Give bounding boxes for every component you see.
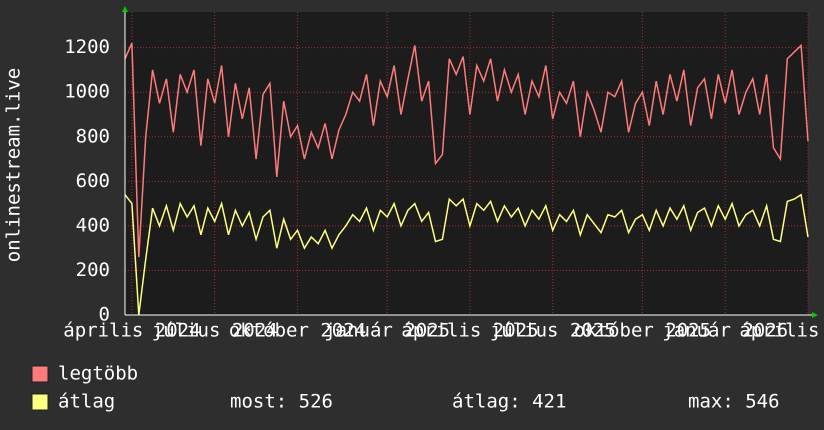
- y-axis-label: onlinestream.live: [3, 68, 25, 262]
- legend-stat: most: 526: [230, 391, 333, 413]
- legend-stat: átlag: 421: [452, 391, 566, 413]
- y-tick-label: 1000: [64, 81, 110, 103]
- y-tick-label: 1200: [64, 36, 110, 58]
- x-tick-label: április 2025: [401, 320, 538, 342]
- x-tick-label: október 2025: [574, 320, 711, 342]
- legend-label: legtöbb: [58, 363, 138, 385]
- x-tick-label: július 2025: [490, 320, 616, 342]
- x-tick-label: április 2026: [739, 320, 824, 342]
- y-tick-label: 200: [76, 259, 110, 281]
- x-tick-label: január 2025: [324, 320, 450, 342]
- x-tick-label: április 2024: [63, 320, 200, 342]
- legend-swatch: [31, 365, 49, 383]
- plot-area: [125, 12, 808, 315]
- x-tick-label: január 2026: [662, 320, 788, 342]
- x-tick-label: július 2024: [152, 320, 278, 342]
- x-tick-label: október 2024: [229, 320, 366, 342]
- y-tick-label: 0: [99, 304, 110, 326]
- y-tick-label: 600: [76, 170, 110, 192]
- legend-swatch: [31, 393, 49, 411]
- legend-stat: max: 546: [688, 391, 780, 413]
- y-tick-label: 400: [76, 214, 110, 236]
- legend-label: átlag: [58, 391, 115, 413]
- series-line: [124, 193, 809, 316]
- axis-arrow: [812, 312, 818, 318]
- axis-arrow: [122, 6, 128, 12]
- y-tick-label: 800: [76, 125, 110, 147]
- series-line: [124, 42, 809, 258]
